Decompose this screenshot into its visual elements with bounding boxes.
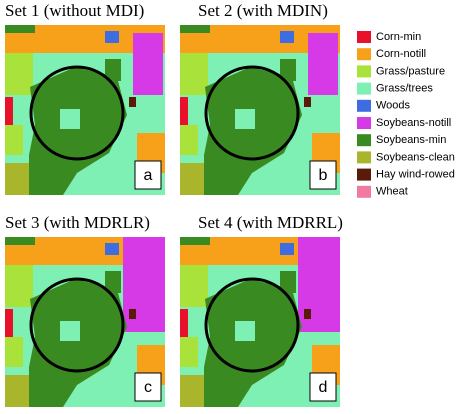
label-box <box>134 372 162 402</box>
map-region <box>5 237 35 245</box>
map-region <box>180 25 210 33</box>
legend-label: Wheat <box>376 186 408 198</box>
map-region <box>204 67 302 195</box>
map-region <box>105 243 119 255</box>
classification-map: a <box>5 25 165 195</box>
legend-swatch <box>357 168 371 181</box>
map-region <box>5 25 35 33</box>
legend-swatch <box>357 151 371 164</box>
map-region <box>180 53 208 95</box>
legend-swatch <box>357 82 371 95</box>
panel-title: Set 4 (with MDRRL) <box>198 213 343 232</box>
legend-swatch <box>357 117 371 129</box>
legend-label: Corn-min <box>376 31 421 43</box>
legend-label: Hay wind-rowed <box>376 169 455 181</box>
legend-swatch <box>357 31 371 43</box>
legend-label: Corn-notill <box>376 48 426 60</box>
map-region <box>204 279 302 407</box>
map-region <box>180 237 210 245</box>
legend-label: Woods <box>376 100 411 112</box>
map-region <box>304 97 311 107</box>
legend-swatch <box>357 65 371 78</box>
legend-label: Grass/pasture <box>376 65 445 77</box>
legend-label: Soybeans-clean <box>376 151 455 163</box>
map-region <box>60 109 80 129</box>
map-region <box>133 33 163 95</box>
map-region <box>29 279 127 407</box>
panel-letter: c <box>144 379 152 396</box>
map-region <box>5 97 13 125</box>
classification-map: d <box>180 237 340 407</box>
region-circle <box>29 65 125 161</box>
map-region <box>5 53 33 95</box>
map-region <box>180 337 198 367</box>
map-region <box>308 33 338 95</box>
panel-title: Set 2 (with MDIN) <box>198 1 328 20</box>
map-region <box>180 309 188 337</box>
legend-label: Soybeans-min <box>376 134 446 146</box>
classification-map: c <box>5 237 165 407</box>
panel-title: Set 3 (with MDRLR) <box>5 213 150 232</box>
map-region <box>29 67 127 195</box>
map-region <box>129 97 136 107</box>
label-box <box>309 372 337 402</box>
map-region <box>280 243 294 255</box>
panel-letter: b <box>319 167 328 184</box>
region-circle <box>29 277 125 373</box>
map-region <box>5 265 33 307</box>
map-region <box>235 321 255 341</box>
map-region <box>129 309 136 319</box>
map-region <box>235 109 255 129</box>
region-circle <box>204 277 300 373</box>
legend-swatch <box>357 99 371 112</box>
panel-letter: a <box>144 167 153 184</box>
region-circle <box>204 65 300 161</box>
legend-label: Grass/trees <box>376 83 433 95</box>
map-region <box>280 31 294 43</box>
map-region <box>304 309 311 319</box>
map-region <box>5 125 23 155</box>
legend-swatch <box>357 185 371 198</box>
map-region <box>5 309 13 337</box>
label-box <box>309 160 337 190</box>
map-region <box>180 97 188 125</box>
map-region <box>60 321 80 341</box>
legend-swatch <box>357 134 371 147</box>
map-region <box>180 265 208 307</box>
legend-label: Soybeans-notill <box>376 117 451 129</box>
classification-map: b <box>180 25 340 195</box>
map-region <box>5 337 23 367</box>
legend-swatch <box>357 48 371 61</box>
panel-title: Set 1 (without MDI) <box>5 1 144 20</box>
map-region <box>105 31 119 43</box>
panel-letter: d <box>319 379 328 396</box>
label-box <box>134 160 162 190</box>
map-region <box>180 125 198 155</box>
